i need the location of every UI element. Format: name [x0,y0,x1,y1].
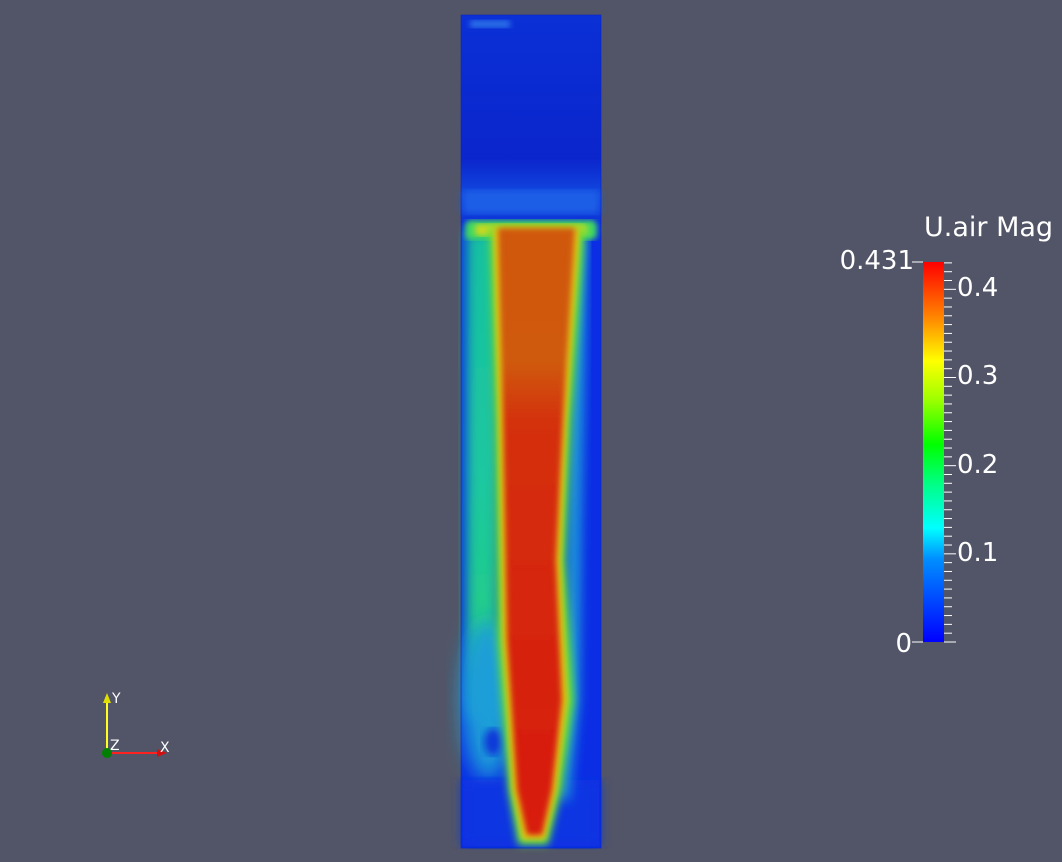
scalar-bar-tick-label: 0.1 [957,537,999,568]
x-axis-arrow [157,749,167,757]
freeboard-region [461,15,601,220]
x-axis-label: X [160,740,170,756]
scalar-bar-min-label: 0 [895,629,912,659]
z-axis-label: Z [110,738,120,754]
core-plume [498,228,575,835]
scalar-bar-max-label: 0.431 [839,246,914,276]
scalar-bar-ticks [912,261,956,643]
scalar-bar-title: U.air Mag [924,212,1054,243]
y-axis-label: Y [112,691,121,707]
scalar-bar-tick-label: 0.2 [957,449,999,480]
y-axis-arrow [103,693,111,703]
z-axis-dot [102,748,112,758]
scalar-bar-tick-label: 0.4 [957,273,999,304]
scalar-bar-tick-label: 0.3 [957,361,999,392]
axes-triad [102,693,167,758]
scalar-bar[interactable] [923,262,944,642]
